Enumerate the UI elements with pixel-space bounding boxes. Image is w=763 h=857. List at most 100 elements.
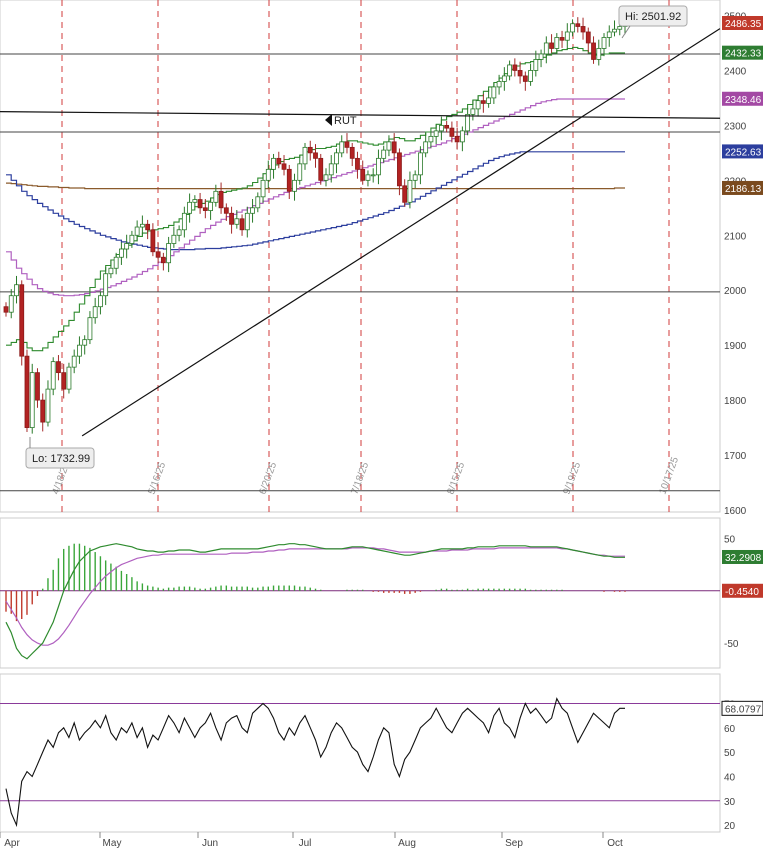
candle	[255, 192, 261, 213]
macd-value-text: -0.4540	[725, 587, 759, 598]
x-month-label: May	[103, 838, 122, 849]
candle	[543, 36, 549, 64]
candle	[449, 121, 455, 143]
candle	[271, 153, 276, 179]
candle	[239, 214, 245, 236]
macd-value-tag: 32.2908	[722, 549, 763, 564]
trend-lines	[0, 28, 721, 437]
macd-value-text: 32.2908	[725, 553, 762, 564]
candles	[3, 16, 628, 434]
candle	[260, 173, 266, 203]
candle	[596, 39, 602, 66]
candle	[24, 349, 30, 432]
candle	[276, 151, 282, 169]
candle	[192, 195, 198, 207]
price-tag: 2432.33	[722, 45, 763, 60]
candle	[92, 297, 98, 324]
candle	[475, 96, 481, 117]
candle	[19, 280, 25, 366]
ma-brown-line	[6, 182, 625, 190]
candle	[8, 289, 14, 319]
candle	[281, 155, 287, 176]
rsi-y-tick: 40	[724, 772, 736, 783]
low-annotation: Lo: 1732.99	[25, 437, 95, 469]
candle	[564, 23, 570, 50]
rsi-line	[5, 697, 625, 828]
candle	[465, 107, 471, 136]
candle	[491, 82, 497, 104]
candle	[61, 363, 67, 399]
candle	[119, 242, 124, 265]
low-label: Lo: 1732.99	[32, 453, 90, 465]
macd-y-axis: 50 -50 32.2908 -0.4540	[722, 534, 763, 650]
macd-panel: 50 -50 32.2908 -0.4540	[0, 517, 763, 669]
price-panel: 4/18/25 5/16/25 6/20/25 7/18/25 8/15/25 9/19/…	[0, 0, 763, 517]
candle	[486, 89, 492, 108]
candle	[71, 349, 77, 374]
candle	[501, 67, 507, 91]
candle	[418, 146, 423, 185]
price-y-axis: 1600170018001900200021002200230024002500	[724, 11, 747, 517]
price-y-tick: 1800	[724, 396, 747, 407]
high-label: Hi: 2501.92	[625, 11, 681, 23]
macd-y-tick: 50	[724, 534, 736, 545]
price-tag-value: 2186.13	[725, 184, 762, 195]
x-month-label: Oct	[607, 838, 623, 849]
candle	[507, 60, 512, 81]
candle	[554, 33, 560, 55]
candle	[166, 236, 172, 273]
candle	[77, 336, 82, 364]
candle	[423, 133, 429, 158]
candle	[412, 170, 418, 189]
candle	[145, 219, 151, 240]
candle	[129, 230, 135, 248]
price-y-tick: 2000	[724, 286, 747, 297]
candle	[150, 223, 156, 257]
macd-line	[5, 543, 625, 660]
candle	[3, 302, 9, 317]
candle	[570, 19, 575, 37]
price-tag-value: 2348.46	[725, 95, 762, 106]
candle	[328, 155, 334, 183]
candle	[433, 124, 439, 145]
candle	[108, 259, 114, 279]
candle	[176, 225, 182, 242]
rsi-panel: 20304050607068.0797	[0, 673, 763, 833]
candle	[66, 362, 72, 394]
candle	[376, 149, 381, 185]
candle	[538, 49, 544, 68]
candle	[606, 25, 612, 47]
price-y-tick: 1900	[724, 341, 747, 352]
candle	[213, 184, 219, 207]
candle	[601, 33, 607, 57]
candle	[229, 206, 234, 234]
price-tag-value: 2432.33	[725, 49, 762, 60]
candle	[14, 275, 19, 304]
candle	[297, 155, 303, 185]
candle	[407, 171, 413, 209]
price-y-tick: 2100	[724, 231, 747, 242]
candle	[29, 363, 35, 434]
candle	[124, 234, 130, 259]
macd-signal-line	[5, 547, 625, 646]
candle	[218, 182, 224, 214]
candle	[370, 168, 376, 183]
high-annotation: Hi: 2501.92	[618, 5, 688, 39]
macd-value-tag: -0.4540	[722, 583, 763, 598]
candle	[35, 368, 40, 408]
candle	[160, 252, 166, 271]
candle	[313, 144, 318, 168]
candle	[208, 197, 213, 220]
candle	[265, 160, 271, 189]
candle	[454, 127, 460, 150]
candle	[98, 291, 103, 315]
candle	[496, 74, 502, 95]
candle	[171, 226, 177, 248]
candle	[50, 357, 56, 396]
symbol-label: RUT	[334, 115, 357, 127]
candle	[591, 36, 596, 64]
candle	[244, 206, 250, 238]
candle	[103, 267, 109, 306]
rsi-y-axis: 20304050607068.0797	[721, 699, 763, 832]
